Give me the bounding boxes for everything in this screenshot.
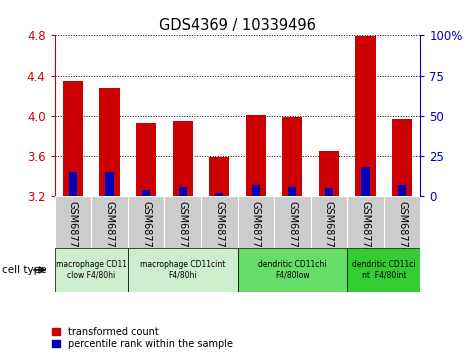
Text: GSM687734: GSM687734 xyxy=(251,201,261,260)
Bar xyxy=(136,123,156,196)
Bar xyxy=(355,36,376,196)
Bar xyxy=(215,193,223,196)
Bar xyxy=(201,196,238,248)
Text: GSM687738: GSM687738 xyxy=(178,201,188,260)
Text: GSM687739: GSM687739 xyxy=(214,201,224,260)
Text: macrophage CD11
clow F4/80hi: macrophage CD11 clow F4/80hi xyxy=(56,260,127,280)
Text: GSM687741: GSM687741 xyxy=(397,201,407,260)
Text: macrophage CD11cint
F4/80hi: macrophage CD11cint F4/80hi xyxy=(140,260,225,280)
Text: GSM687740: GSM687740 xyxy=(361,201,370,260)
Bar xyxy=(238,248,347,292)
Bar xyxy=(179,187,187,196)
Bar xyxy=(55,248,128,292)
Bar xyxy=(128,248,238,292)
Bar xyxy=(282,117,303,196)
Title: GDS4369 / 10339496: GDS4369 / 10339496 xyxy=(159,18,316,33)
Bar xyxy=(105,172,114,196)
Bar xyxy=(69,172,77,196)
Text: GSM687733: GSM687733 xyxy=(104,201,114,260)
Text: GSM687736: GSM687736 xyxy=(324,201,334,260)
Bar xyxy=(91,196,128,248)
Bar xyxy=(63,81,83,196)
Bar xyxy=(347,196,384,248)
Bar xyxy=(246,115,266,196)
Bar xyxy=(274,196,311,248)
Bar xyxy=(392,119,412,196)
Bar xyxy=(142,190,150,196)
Bar xyxy=(319,151,339,196)
Bar xyxy=(361,167,370,196)
Text: GSM687735: GSM687735 xyxy=(287,201,297,260)
Bar xyxy=(128,196,164,248)
Bar xyxy=(164,196,201,248)
Bar xyxy=(325,188,333,196)
Text: dendritic CD11chi
F4/80low: dendritic CD11chi F4/80low xyxy=(258,260,327,280)
Text: GSM687732: GSM687732 xyxy=(68,201,78,260)
Text: dendritic CD11ci
nt  F4/80int: dendritic CD11ci nt F4/80int xyxy=(352,260,416,280)
Bar xyxy=(209,157,229,196)
Bar xyxy=(55,196,91,248)
Text: cell type: cell type xyxy=(2,265,47,275)
Bar xyxy=(384,196,420,248)
Bar xyxy=(172,121,193,196)
Bar xyxy=(288,187,296,196)
Bar xyxy=(252,185,260,196)
Bar xyxy=(311,196,347,248)
Text: GSM687737: GSM687737 xyxy=(141,201,151,260)
Bar xyxy=(347,248,420,292)
Bar xyxy=(398,185,406,196)
Bar xyxy=(238,196,274,248)
Bar xyxy=(99,88,120,196)
Legend: transformed count, percentile rank within the sample: transformed count, percentile rank withi… xyxy=(52,327,233,349)
